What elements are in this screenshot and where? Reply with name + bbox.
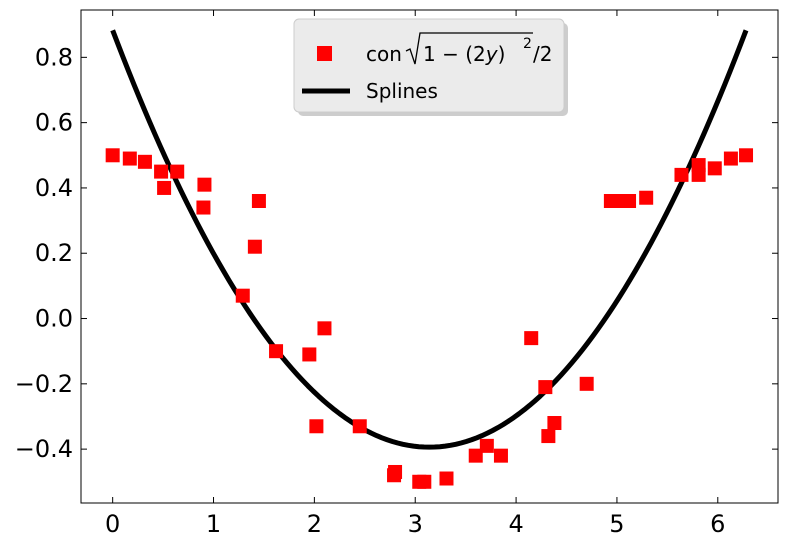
y-tick-label: 0.0 <box>35 305 73 333</box>
scatter-point <box>269 344 284 359</box>
scatter-layer <box>105 148 754 489</box>
scatter-point <box>235 288 250 303</box>
x-tick-label: 0 <box>105 510 120 538</box>
legend: con 1 − (2y) 2 /2 Splines <box>293 18 568 116</box>
x-tick-label: 2 <box>307 510 322 538</box>
y-tick-label: 0.6 <box>35 109 73 137</box>
scatter-point <box>196 200 211 215</box>
scatter-point <box>247 239 262 254</box>
scatter-point <box>639 190 654 205</box>
legend-formula: con 1 − (2y) 2 /2 <box>366 32 552 66</box>
scatter-point <box>541 429 556 444</box>
y-tick-label: 0.2 <box>35 239 73 267</box>
scatter-point <box>309 419 324 434</box>
spline-series-line <box>110 29 749 450</box>
scatter-point <box>317 321 332 336</box>
legend-marker-square <box>317 46 332 61</box>
legend-formula-radicand: 1 − (2y) <box>423 42 505 66</box>
scatter-point <box>197 177 212 192</box>
y-tick-label: 0.8 <box>35 43 73 71</box>
spline-layer <box>110 29 749 450</box>
x-tick-label: 3 <box>408 510 423 538</box>
legend-box <box>293 18 565 113</box>
scatter-point <box>154 164 169 179</box>
scatter-point <box>251 194 266 208</box>
ticks-group <box>81 10 778 503</box>
x-tick-label: 5 <box>609 510 624 538</box>
scatter-point <box>707 161 722 176</box>
legend-radical-sign <box>405 32 533 65</box>
scatter-point <box>170 164 185 179</box>
scatter-point <box>439 471 454 486</box>
y-tick-label: 0.4 <box>35 174 73 202</box>
scatter-point <box>122 151 137 166</box>
x-tick-label: 4 <box>508 510 523 538</box>
legend-label-splines: Splines <box>366 79 438 103</box>
scatter-point <box>622 194 637 208</box>
scatter-point <box>468 448 483 463</box>
scatter-point <box>479 438 494 453</box>
tick-labels-group: 0 1 2 3 4 5 6 −0.4 −0.2 0.0 0.2 0.4 0.6 0.8 <box>15 43 726 538</box>
scatter-point <box>302 347 317 362</box>
scatter-point <box>538 380 553 395</box>
scatter-point <box>137 154 152 169</box>
scatter-point <box>157 180 172 195</box>
legend-formula-exponent: 2 <box>523 36 532 52</box>
scatter-point <box>547 416 562 431</box>
scatter-point <box>691 158 706 173</box>
plot-frame <box>80 9 779 504</box>
x-tick-label: 1 <box>206 510 221 538</box>
scatter-point <box>105 148 120 163</box>
legend-formula-tail: /2 <box>533 42 552 66</box>
scatter-point <box>352 419 367 434</box>
scatter-point <box>579 376 594 391</box>
scatter-point <box>524 331 539 346</box>
legend-formula-prefix: con <box>366 42 402 66</box>
scatter-point <box>417 474 432 489</box>
scatter-point <box>739 148 754 163</box>
scatter-point <box>674 167 689 182</box>
x-tick-label: 6 <box>710 510 725 538</box>
y-tick-label: −0.2 <box>15 370 73 398</box>
y-tick-label: −0.4 <box>15 435 73 463</box>
scatter-point <box>723 151 738 166</box>
scatter-point <box>493 448 508 463</box>
scatter-point <box>388 464 403 479</box>
